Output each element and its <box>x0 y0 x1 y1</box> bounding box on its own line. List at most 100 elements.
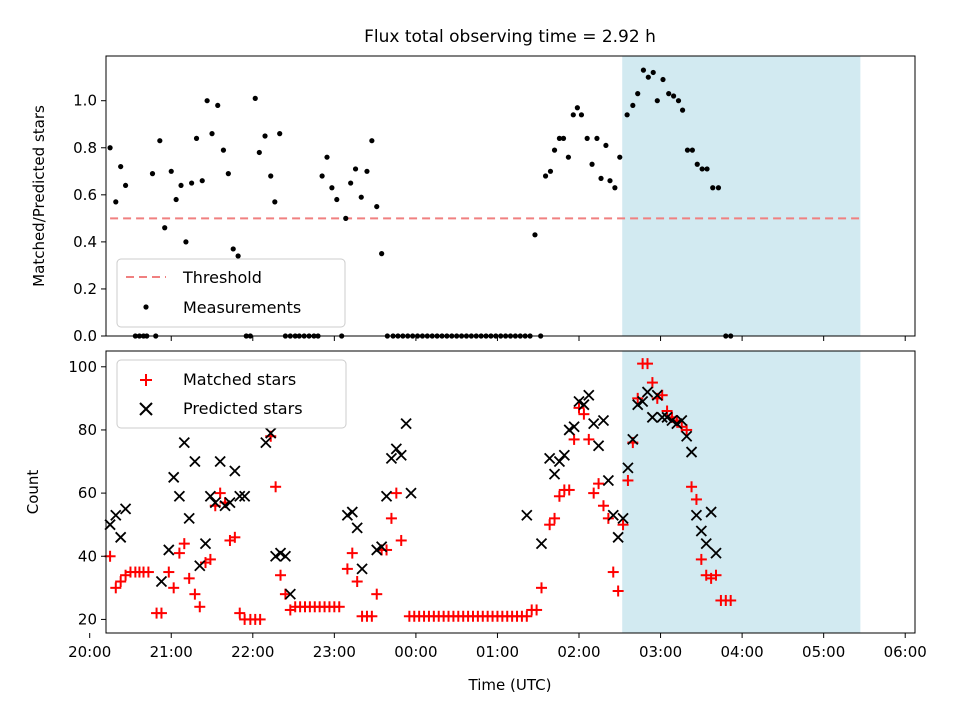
matched-star-point <box>642 358 654 370</box>
bottom-y-tick-label: 100 <box>68 358 97 376</box>
measurement-point <box>149 171 156 177</box>
matched-star-point <box>390 487 402 499</box>
predicted-star-point <box>385 452 398 465</box>
predicted-star-point <box>155 575 168 588</box>
x-tick-label: 22:00 <box>231 643 274 661</box>
matched-star-point <box>183 572 195 584</box>
measurement-point <box>189 180 195 186</box>
legend-measurements-swatch <box>143 304 149 310</box>
measurement-point <box>225 171 231 177</box>
matched-star-point <box>535 582 547 594</box>
matched-star-point <box>254 613 266 625</box>
predicted-star-point <box>646 411 659 423</box>
predicted-star-point <box>578 399 590 411</box>
measurement-point <box>617 154 623 160</box>
top-axes-frame <box>105 55 916 337</box>
matched-star-point <box>597 500 609 512</box>
measurement-point <box>204 98 210 104</box>
matched-star-point <box>531 604 543 616</box>
matched-star-point <box>690 493 702 505</box>
measurement-point <box>654 98 660 104</box>
measurement-point <box>162 225 168 231</box>
x-axis-label: Time (UTC) <box>468 676 552 694</box>
matched-star-point <box>695 553 707 565</box>
measurement-point <box>603 142 609 149</box>
matched-star-point <box>622 474 634 486</box>
matched-star-point <box>142 566 154 578</box>
measurement-point <box>630 102 636 109</box>
predicted-star-point <box>194 560 206 572</box>
top-y-axis-label: Matched/Predicted stars <box>30 105 48 287</box>
measurement-points <box>107 67 734 339</box>
matched-star-point <box>521 610 533 622</box>
matched-star-point <box>578 408 590 420</box>
predicted-star-point <box>104 519 116 531</box>
figure-title: Flux total observing time = 2.92 h <box>364 27 656 47</box>
matched-star-point <box>178 538 190 550</box>
predicted-star-point <box>400 417 412 430</box>
measurement-point <box>199 178 205 184</box>
matched-star-point <box>646 377 658 389</box>
measurement-point <box>584 135 590 141</box>
predicted-star-point <box>671 417 683 430</box>
measurement-point <box>640 67 647 73</box>
bottom-y-tick-label: 20 <box>78 610 97 628</box>
bottom-legend: Matched stars Predicted stars <box>116 359 347 429</box>
measurement-point <box>666 91 672 97</box>
predicted-star-point <box>535 537 548 550</box>
measurement-point <box>547 168 554 174</box>
predicted-star-point <box>627 433 639 446</box>
measurement-point <box>262 133 268 139</box>
predicted-star-point <box>189 455 201 468</box>
measurement-point <box>594 135 600 141</box>
x-tick-label: 20:00 <box>68 643 111 661</box>
measurement-point <box>694 161 700 167</box>
predicted-star-point <box>204 490 217 502</box>
measurement-point <box>607 178 613 184</box>
predicted-star-point <box>548 468 561 480</box>
top-shaded-interval <box>622 56 861 336</box>
matched-star-point <box>568 433 580 445</box>
predicted-star-point <box>199 537 212 550</box>
matched-star-point <box>661 405 673 417</box>
predicted-star-point <box>229 465 241 477</box>
matched-star-point <box>612 585 624 597</box>
predicted-star-point <box>695 525 707 537</box>
predicted-star-point <box>219 500 231 512</box>
measurement-point <box>565 154 572 160</box>
predicted-star-point <box>405 487 417 499</box>
measurement-point <box>193 135 200 141</box>
measurement-point <box>268 173 274 179</box>
measurement-point <box>551 147 558 153</box>
measurement-point <box>272 199 278 205</box>
measurement-point <box>374 203 380 210</box>
measurement-point <box>118 163 124 170</box>
predicted-star-point <box>356 563 368 575</box>
measurement-point <box>542 173 549 179</box>
bottom-y-axis-label: Count <box>24 470 42 515</box>
predicted-star-point <box>234 490 246 502</box>
measurement-point <box>230 246 236 252</box>
legend-threshold-label: Threshold <box>182 268 262 287</box>
predicted-star-point <box>224 496 236 509</box>
matched-star-point <box>710 569 722 581</box>
matched-star-point <box>173 547 185 559</box>
predicted-star-point <box>563 424 575 436</box>
matched-star-point <box>214 487 226 499</box>
matched-star-point <box>395 534 407 546</box>
predicted-star-point <box>380 490 393 502</box>
measurement-point <box>660 76 666 83</box>
measurement-point <box>684 147 691 153</box>
top-legend: Threshold Measurements <box>116 258 346 328</box>
x-tick-label: 00:00 <box>394 643 437 661</box>
measurement-point <box>173 196 179 203</box>
measurement-point <box>183 239 189 245</box>
predicted-star-point <box>622 462 634 474</box>
measurement-point <box>570 112 576 118</box>
predicted-star-point <box>558 449 570 461</box>
measurement-point <box>157 138 163 144</box>
predicted-star-point <box>269 550 282 562</box>
matched-star-point <box>583 433 595 445</box>
predicted-star-point <box>710 547 722 559</box>
